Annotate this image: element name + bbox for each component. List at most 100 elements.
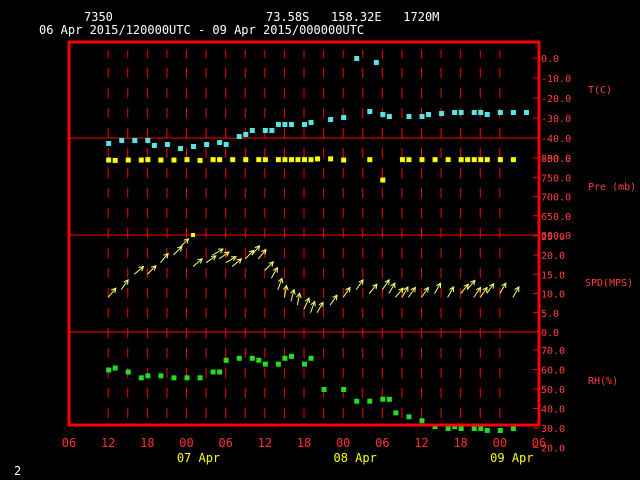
humidity-point	[510, 426, 516, 431]
wind-arrow-head	[277, 277, 284, 284]
temperature-point	[288, 122, 294, 127]
humidity-point	[478, 426, 484, 431]
wind-arrow-shaft	[277, 278, 283, 290]
pressure-outlier-point	[191, 233, 196, 237]
humidity-point	[406, 414, 412, 420]
wind-arrow-shaft	[381, 279, 390, 290]
humidity-point	[288, 353, 294, 359]
wind-arrow-head	[482, 286, 488, 293]
wind-arrow-head	[236, 258, 243, 264]
y-tick-label: 5.0	[541, 309, 559, 320]
humidity-point	[249, 355, 255, 361]
y-tick-label: 30.0	[541, 424, 565, 435]
pressure-point	[138, 157, 144, 163]
wind-arrow-head	[111, 287, 117, 294]
temperature-point	[510, 110, 516, 115]
wind-arrow	[368, 283, 378, 294]
y-tick-label: 650.0	[541, 212, 571, 223]
wind-arrow-head	[403, 286, 409, 292]
pressure-point	[112, 157, 118, 163]
wind-arrow	[342, 286, 351, 298]
wind-arrow-shaft	[434, 282, 441, 294]
wind-arrow-shaft	[218, 251, 230, 260]
pressure-point	[406, 157, 412, 163]
wind-arrow-head	[358, 278, 364, 285]
temperature-point	[132, 138, 138, 143]
pressure-point	[315, 156, 321, 162]
wind-arrow	[192, 258, 204, 267]
humidity-point	[184, 375, 190, 381]
x-tick-label: 18	[297, 436, 311, 450]
y-tick-label: -40.0	[541, 134, 571, 145]
humidity-point	[210, 369, 216, 375]
page-number: 2	[14, 464, 22, 478]
temperature-point	[380, 112, 386, 117]
y-tick-label: 15.0	[541, 270, 565, 281]
wind-arrow-shaft	[192, 258, 203, 267]
wind-arrow	[466, 279, 476, 290]
wind-arrow-shaft	[486, 283, 495, 294]
humidity-point	[393, 410, 399, 416]
wind-arrow-shaft	[283, 285, 287, 298]
wind-arrow-shaft	[316, 302, 324, 314]
x-tick-label: 12	[414, 436, 428, 450]
pressure-point	[282, 157, 288, 163]
humidity-point	[458, 426, 464, 431]
wind-arrow-head	[223, 251, 230, 257]
wind-arrow-head	[398, 287, 404, 294]
pressure-point	[341, 157, 347, 163]
pressure-point	[171, 157, 177, 163]
wind-arrow-shaft	[212, 248, 224, 256]
wind-arrow-head	[410, 286, 416, 293]
date-label: 08 Apr	[333, 451, 376, 465]
humidity-point	[452, 424, 458, 430]
data-layer	[106, 56, 529, 433]
temperature-point	[386, 114, 392, 119]
wind-arrow-shaft	[401, 286, 409, 298]
station-location: 73.58S 158.32E 1720M	[266, 10, 440, 24]
wind-arrow	[296, 292, 302, 306]
temperature-point	[458, 110, 464, 115]
pressure-point	[145, 157, 151, 163]
wind-arrow	[107, 287, 117, 298]
temperature-point	[191, 144, 197, 149]
wind-arrow-head	[384, 278, 390, 285]
wind-arrow-shaft	[264, 261, 274, 271]
x-tick-label: 00	[179, 436, 193, 450]
wind-arrow	[316, 301, 324, 314]
wind-arrow-shaft	[173, 246, 183, 256]
humidity-point	[223, 357, 229, 363]
wind-arrow-head	[488, 282, 495, 289]
pressure-point	[275, 157, 281, 163]
wind-arrow-shaft	[479, 287, 488, 298]
temperature-point	[367, 109, 373, 114]
temperature-point	[151, 143, 157, 148]
wind-arrow-shaft	[466, 280, 476, 290]
wind-arrow-shaft	[120, 279, 129, 290]
temperature-point	[341, 115, 347, 120]
wind-arrow	[512, 286, 520, 298]
wind-arrow-shaft	[460, 283, 469, 294]
y-tick-label: 700.0	[541, 193, 571, 204]
temperature-point	[426, 112, 432, 117]
y-tick-label: 0.0	[541, 328, 559, 339]
wind-arrow-shaft	[133, 266, 144, 275]
temperature-point	[249, 128, 255, 133]
wind-arrow	[486, 282, 495, 294]
wind-arrow-head	[197, 258, 204, 264]
wind-arrow	[212, 248, 224, 256]
pressure-point	[445, 157, 451, 163]
wind-arrow-shaft	[225, 256, 237, 264]
wind-arrow	[218, 251, 230, 260]
wind-arrow-head	[470, 279, 476, 286]
date-label: 07 Apr	[177, 451, 220, 465]
temperature-point	[119, 138, 125, 143]
wind-arrow	[133, 265, 145, 275]
pressure-point	[399, 157, 405, 163]
wind-arrow-shaft	[512, 286, 520, 298]
humidity-point	[256, 357, 262, 363]
humidity-point	[138, 375, 144, 381]
pressure-point	[458, 157, 464, 163]
temperature-point	[177, 146, 183, 151]
